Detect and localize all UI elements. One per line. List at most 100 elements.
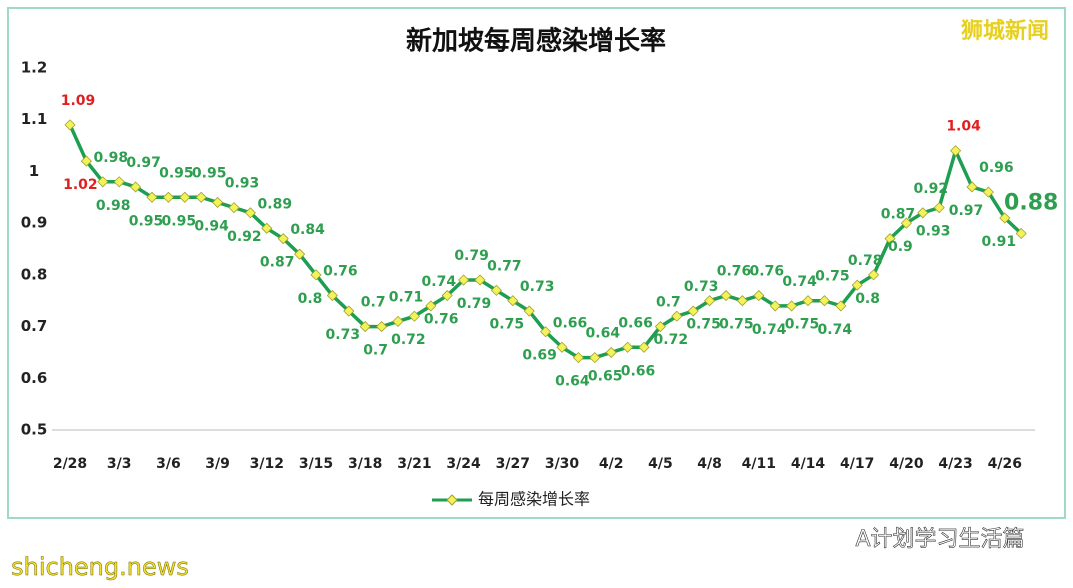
point-marker [195, 191, 207, 203]
point-marker [441, 289, 453, 302]
x-tick-label: 4/2 [599, 456, 624, 472]
data-label: 0.88 [1004, 190, 1058, 215]
data-label: 0.73 [684, 279, 719, 295]
x-tick-label: 4/23 [938, 456, 972, 472]
point-marker [474, 274, 486, 286]
point-marker [212, 196, 224, 209]
data-label: 0.92 [227, 229, 262, 245]
data-label: 0.73 [326, 327, 361, 343]
data-label: 0.69 [522, 348, 557, 364]
data-label: 0.92 [914, 181, 949, 197]
data-label: 0.94 [194, 218, 229, 234]
data-label: 0.97 [949, 203, 984, 219]
point-marker [769, 300, 781, 312]
y-tick-label: 0.6 [21, 369, 48, 387]
point-marker [589, 352, 601, 364]
point-marker [556, 341, 568, 353]
point-marker [704, 295, 716, 307]
point-marker [490, 284, 502, 296]
x-tick-label: 3/30 [545, 456, 580, 472]
legend-label: 每周感染增长率 [478, 490, 590, 509]
x-tick-label: 4/14 [791, 456, 826, 472]
point-marker [326, 289, 338, 302]
data-label: 0.75 [490, 317, 525, 333]
point-marker [851, 279, 863, 291]
point-marker [950, 145, 962, 157]
point-marker [687, 305, 699, 317]
data-label: 0.95 [192, 165, 227, 181]
data-label: 0.65 [588, 368, 623, 384]
y-tick-label: 0.7 [21, 317, 48, 335]
y-tick-label: 1.2 [21, 59, 48, 77]
chart-frame [7, 7, 1066, 519]
data-label: 0.74 [818, 322, 853, 338]
point-marker [162, 191, 174, 203]
data-label: 0.8 [298, 291, 323, 307]
x-tick-label: 4/26 [988, 456, 1022, 472]
legend-marker [446, 494, 458, 506]
data-label: 0.7 [656, 295, 681, 311]
point-marker [130, 181, 142, 193]
data-label: 1.02 [63, 177, 98, 193]
point-marker [917, 207, 929, 219]
data-label: 0.97 [126, 155, 161, 171]
x-tick-label: 4/17 [840, 456, 874, 472]
point-marker [671, 310, 683, 322]
y-tick-label: 0.9 [21, 214, 48, 232]
data-label: 0.95 [162, 213, 197, 229]
x-tick-label: 4/11 [742, 456, 776, 472]
point-marker [523, 305, 535, 317]
data-label: 0.93 [916, 224, 951, 240]
data-label: 0.8 [855, 291, 880, 307]
x-tick-label: 3/6 [156, 456, 181, 472]
y-tick-label: 0.5 [21, 421, 48, 439]
point-marker [966, 181, 978, 193]
point-marker [572, 352, 584, 364]
data-label: 0.77 [487, 258, 522, 274]
point-marker [244, 207, 256, 219]
data-label: 0.78 [848, 253, 883, 269]
data-label: 0.72 [654, 332, 689, 348]
point-marker [97, 176, 109, 188]
x-tick-label: 3/21 [397, 456, 431, 472]
data-label: 0.7 [361, 295, 386, 311]
x-tick-label: 3/24 [446, 456, 481, 472]
y-tick-label: 1.1 [21, 110, 48, 128]
data-label: 0.79 [457, 296, 492, 312]
x-tick-label: 2/28 [53, 456, 87, 472]
x-tick-label: 4/20 [889, 456, 924, 472]
data-label: 0.76 [717, 264, 752, 280]
x-tick-label: 3/9 [205, 456, 230, 472]
point-marker [359, 321, 371, 333]
point-marker [310, 269, 322, 281]
point-marker [80, 155, 92, 167]
point-marker [605, 346, 617, 358]
data-label: 0.66 [621, 363, 656, 379]
data-label: 0.64 [586, 326, 621, 342]
data-label: 0.75 [686, 317, 721, 333]
watermark: A计划学习生活篇 [855, 527, 1024, 552]
data-label: 0.79 [454, 248, 489, 264]
point-marker [933, 202, 945, 214]
point-marker [868, 269, 880, 281]
data-label: 0.75 [785, 317, 820, 333]
point-marker [753, 289, 765, 302]
data-label: 0.64 [555, 374, 590, 390]
y-tick-label: 1 [29, 162, 39, 180]
point-marker [736, 295, 748, 307]
point-marker [802, 295, 814, 307]
point-marker [228, 202, 240, 214]
data-label: 0.66 [618, 315, 653, 331]
data-label: 0.9 [888, 239, 913, 255]
chart-title: 新加坡每周感染增长率 [406, 26, 666, 57]
data-label: 0.73 [520, 279, 555, 295]
point-marker [408, 310, 420, 322]
data-label: 0.66 [553, 315, 588, 331]
point-marker [425, 300, 437, 312]
point-marker [458, 274, 470, 286]
x-tick-label: 3/15 [299, 456, 333, 472]
point-marker [146, 191, 158, 203]
x-tick-label: 3/12 [250, 456, 284, 472]
